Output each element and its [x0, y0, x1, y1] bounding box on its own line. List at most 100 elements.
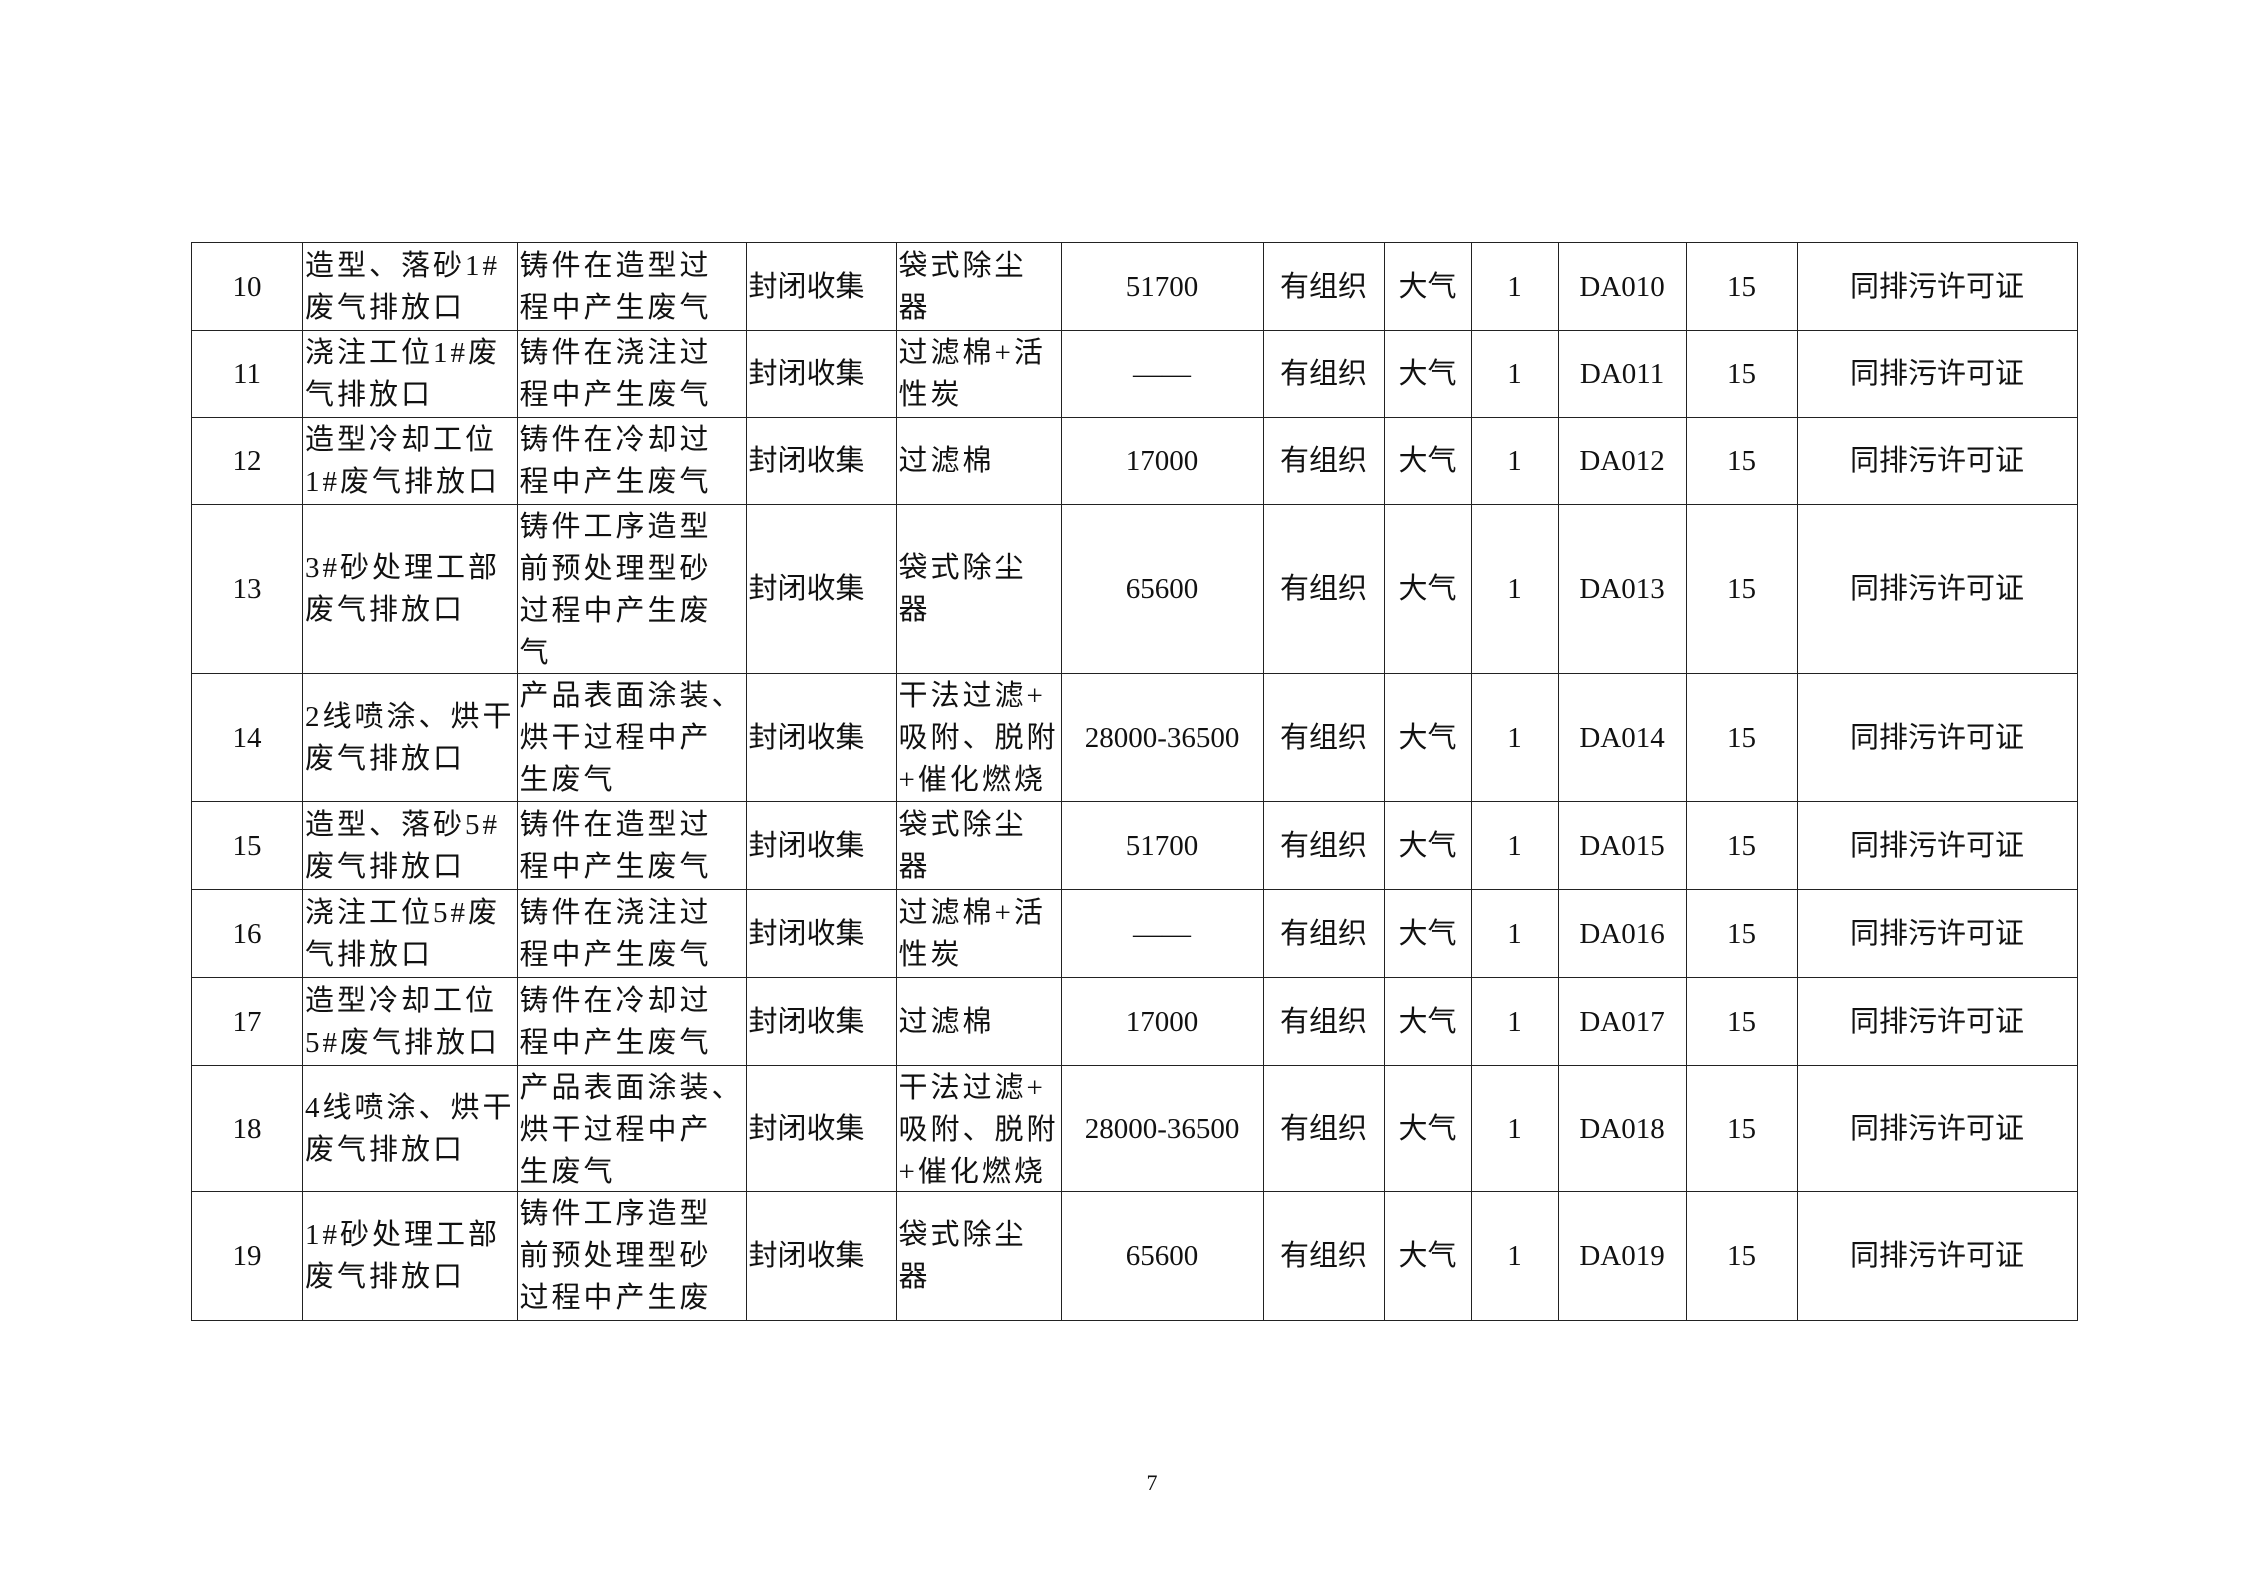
cell-line: 1#砂处理工部 — [305, 1219, 501, 1251]
outlet-code-cell: DA014 — [1557, 673, 1687, 802]
outlet-count-cell: 1 — [1470, 801, 1559, 890]
collection-method-cell: 封闭收集 — [745, 977, 897, 1066]
cell-line: 造型、落砂1# — [305, 249, 501, 282]
outlet-name-cell: 造型冷却工位 5#废气排放口 — [302, 977, 518, 1066]
cell-line: 浇注工位5#废 — [305, 896, 501, 929]
cell-line: 程中产生废气 — [519, 1026, 712, 1059]
cell-line: 性炭 — [898, 379, 963, 411]
table-row: 14 2线喷涂、烘干 废气排放口 产品表面涂装、 烘干过程中产 生废气 封闭收集 干法过滤+ 吸… — [191, 673, 2078, 802]
cell-line: 3#砂处理工部 — [305, 552, 501, 584]
outlet-name-cell: 造型冷却工位 1#废气排放口 — [302, 417, 518, 505]
air-volume-cell: 51700 — [1060, 242, 1264, 331]
pollution-source-cell: 产品表面涂装、 烘干过程中产 生废气 — [516, 673, 747, 802]
treatment-facility-cell: 袋式除尘器 — [895, 1191, 1062, 1321]
stack-height-cell: 15 — [1685, 330, 1798, 418]
outlet-code-cell: DA011 — [1557, 330, 1687, 418]
pollution-source-cell: 铸件在冷却过 程中产生废气 — [516, 977, 747, 1066]
outlet-count-cell: 1 — [1470, 977, 1559, 1066]
row-number-cell: 14 — [191, 673, 303, 802]
treatment-facility-cell: 过滤棉 — [895, 417, 1062, 505]
discharge-destination-cell: 大气 — [1383, 889, 1472, 978]
cell-line: +催化燃烧 — [898, 763, 1046, 796]
outlet-name-cell: 3#砂处理工部 废气排放口 — [302, 504, 518, 674]
pollution-source-cell: 铸件在造型过 程中产生废气 — [516, 801, 747, 890]
cell-line: 废气排放口 — [305, 1261, 466, 1293]
emission-outlet-table: 10 造型、落砂1# 废气排放口 铸件在造型过 程中产生废气 封闭收集 袋式除尘器 51700… — [191, 242, 2078, 1321]
cell-line: 生废气 — [519, 1155, 616, 1188]
discharge-destination-cell: 大气 — [1383, 801, 1472, 890]
cell-line: 过滤棉+活 — [898, 896, 1046, 929]
treatment-facility-cell: 袋式除尘器 — [895, 801, 1062, 890]
collection-method-cell: 封闭收集 — [745, 801, 897, 890]
cell-line: 铸件在浇注过 — [519, 337, 712, 369]
cell-line: 铸件在冷却过 — [519, 984, 712, 1017]
air-volume-cell: 17000 — [1060, 977, 1264, 1066]
cell-line: 1#废气排放口 — [305, 466, 501, 498]
pollution-source-cell: 铸件在造型过 程中产生废气 — [516, 242, 747, 331]
table-row: 18 4线喷涂、烘干 废气排放口 产品表面涂装、 烘干过程中产 生废气 封闭收集 干法过滤+ 吸… — [191, 1065, 2078, 1192]
cell-line: 袋式除尘 — [898, 808, 1027, 841]
cell-line: 5#废气排放口 — [305, 1026, 501, 1059]
cell-line: 气排放口 — [305, 379, 434, 411]
pollution-source-cell: 铸件工序造型 前预处理型砂 过程中产生废 — [516, 1191, 747, 1321]
outlet-code-cell: DA013 — [1557, 504, 1687, 674]
outlet-name-cell: 浇注工位5#废 气排放口 — [302, 889, 518, 978]
discharge-destination-cell: 大气 — [1383, 977, 1472, 1066]
cell-line: 气排放口 — [305, 938, 434, 971]
outlet-code-cell: DA010 — [1557, 242, 1687, 331]
collection-method-cell: 封闭收集 — [745, 242, 897, 331]
cell-line: 过滤棉 — [898, 445, 995, 477]
cell-line: 浇注工位1#废 — [305, 337, 501, 369]
row-number-cell: 13 — [191, 504, 303, 674]
discharge-destination-cell: 大气 — [1383, 1191, 1472, 1321]
outlet-count-cell: 1 — [1470, 504, 1559, 674]
cell-line: 废气排放口 — [305, 742, 466, 775]
discharge-destination-cell: 大气 — [1383, 504, 1472, 674]
outlet-code-cell: DA015 — [1557, 801, 1687, 890]
outlet-name-cell: 浇注工位1#废 气排放口 — [302, 330, 518, 418]
cell-line: 造型冷却工位 — [305, 984, 498, 1017]
stack-height-cell: 15 — [1685, 1191, 1798, 1321]
outlet-count-cell: 1 — [1470, 242, 1559, 331]
stack-height-cell: 15 — [1685, 504, 1798, 674]
air-volume-cell: —— — [1060, 330, 1264, 418]
cell-line: 过滤棉+活 — [898, 337, 1046, 369]
table-row: 15 造型、落砂5# 废气排放口 铸件在造型过 程中产生废气 封闭收集 袋式除尘器 51700… — [191, 801, 2078, 890]
table-row: 19 1#砂处理工部 废气排放口 铸件工序造型 前预处理型砂 过程中产生废 封闭收集 袋式除尘… — [191, 1191, 2078, 1321]
cell-line: 废气排放口 — [305, 850, 466, 883]
cell-line: 铸件工序造型 — [519, 510, 712, 543]
cell-line: 吸附、脱附 — [898, 721, 1059, 754]
emission-type-cell: 有组织 — [1262, 801, 1385, 890]
cell-line: 废气排放口 — [305, 291, 466, 324]
outlet-count-cell: 1 — [1470, 417, 1559, 505]
stack-height-cell: 15 — [1685, 673, 1798, 802]
row-number-cell: 19 — [191, 1191, 303, 1321]
cell-line: 干法过滤+ — [898, 679, 1046, 712]
cell-line: 程中产生废气 — [519, 466, 712, 498]
table-row: 12 造型冷却工位 1#废气排放口 铸件在冷却过 程中产生废气 封闭收集 过滤棉 17000 有… — [191, 417, 2078, 505]
cell-line: 产品表面涂装、 — [519, 679, 744, 712]
outlet-code-cell: DA019 — [1557, 1191, 1687, 1321]
row-number-cell: 17 — [191, 977, 303, 1066]
air-volume-cell: 65600 — [1060, 504, 1264, 674]
remark-cell: 同排污许可证 — [1796, 801, 2078, 890]
collection-method-cell: 封闭收集 — [745, 673, 897, 802]
discharge-destination-cell: 大气 — [1383, 242, 1472, 331]
emission-type-cell: 有组织 — [1262, 417, 1385, 505]
treatment-facility-cell: 过滤棉+活 性炭 — [895, 889, 1062, 978]
cell-line: 程中产生废气 — [519, 379, 712, 411]
table-row: 17 造型冷却工位 5#废气排放口 铸件在冷却过 程中产生废气 封闭收集 过滤棉 17000 有… — [191, 977, 2078, 1066]
collection-method-cell: 封闭收集 — [745, 889, 897, 978]
pollution-source-cell: 铸件在浇注过 程中产生废气 — [516, 889, 747, 978]
emission-type-cell: 有组织 — [1262, 504, 1385, 674]
row-number-cell: 11 — [191, 330, 303, 418]
cell-line: 4线喷涂、烘干 — [305, 1091, 515, 1124]
stack-height-cell: 15 — [1685, 1065, 1798, 1192]
outlet-count-cell: 1 — [1470, 330, 1559, 418]
pollution-source-cell: 铸件在冷却过 程中产生废气 — [516, 417, 747, 505]
discharge-destination-cell: 大气 — [1383, 330, 1472, 418]
outlet-name-cell: 造型、落砂1# 废气排放口 — [302, 242, 518, 331]
pollution-source-cell: 铸件在浇注过 程中产生废气 — [516, 330, 747, 418]
discharge-destination-cell: 大气 — [1383, 673, 1472, 802]
cell-line: 铸件在造型过 — [519, 249, 712, 282]
